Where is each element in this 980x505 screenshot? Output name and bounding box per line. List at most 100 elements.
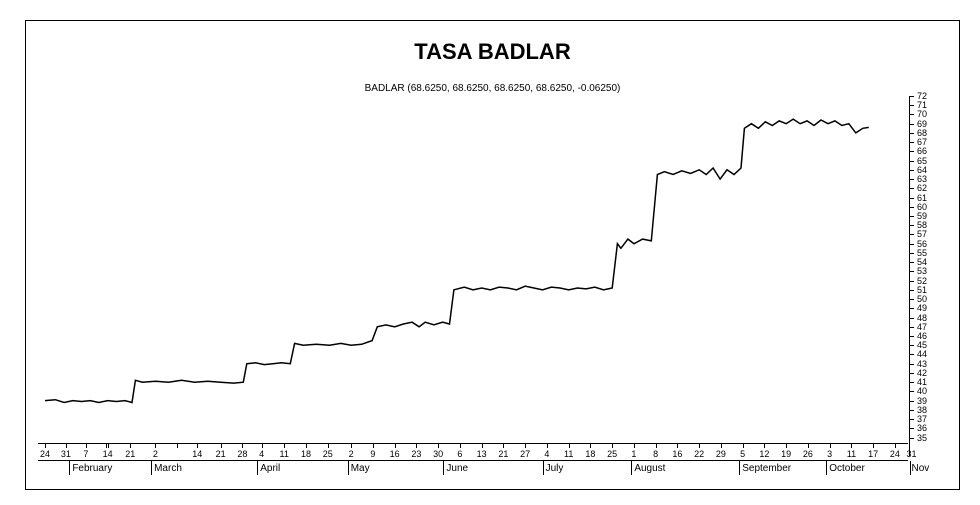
xtick-mark — [130, 443, 131, 448]
xtick-day-label: 25 — [607, 449, 617, 459]
ytick-mark — [909, 262, 914, 263]
xtick-day-label: 19 — [781, 449, 791, 459]
ytick-label: 61 — [917, 193, 927, 203]
xmonth-divider — [348, 461, 349, 475]
xtick-day-label: 2 — [153, 449, 158, 459]
xtick-mark — [373, 443, 374, 448]
xtick-day-label: 3 — [827, 449, 832, 459]
ytick-label: 69 — [917, 119, 927, 129]
xtick-day-label: 11 — [280, 449, 289, 459]
xtick-day-label: 17 — [868, 449, 878, 459]
chart-title: TASA BADLAR — [26, 39, 959, 65]
xtick-mark — [242, 443, 243, 448]
xtick-mark — [895, 443, 896, 448]
xtick-day-label: 24 — [890, 449, 900, 459]
ytick-label: 52 — [917, 276, 927, 286]
ytick-mark — [909, 354, 914, 355]
xtick-day-label: 31 — [906, 449, 916, 459]
xtick-mark — [328, 443, 329, 448]
x-axis: 2431714212142128411182529162330613212741… — [38, 443, 908, 481]
xtick-mark — [262, 443, 263, 448]
ytick-label: 57 — [917, 229, 927, 239]
ytick-label: 66 — [917, 146, 927, 156]
xtick-mark — [395, 443, 396, 448]
ytick-label: 58 — [917, 220, 927, 230]
xtick-mark — [699, 443, 700, 448]
xtick-mark — [177, 443, 178, 448]
xtick-mark — [656, 443, 657, 448]
xtick-mark — [634, 443, 635, 448]
ytick-label: 48 — [917, 313, 927, 323]
ytick-mark — [909, 336, 914, 337]
ytick-mark — [909, 188, 914, 189]
xtick-day-label: 5 — [740, 449, 745, 459]
ytick-label: 51 — [917, 285, 927, 295]
ytick-mark — [909, 170, 914, 171]
xmonth-divider — [543, 461, 544, 475]
ytick-mark — [909, 216, 914, 217]
xtick-mark — [108, 443, 109, 448]
xtick-mark — [197, 443, 198, 448]
ytick-label: 56 — [917, 239, 927, 249]
ytick-label: 36 — [917, 423, 927, 433]
ytick-mark — [909, 327, 914, 328]
xtick-month-label: July — [546, 463, 564, 474]
ytick-mark — [909, 244, 914, 245]
ytick-mark — [909, 225, 914, 226]
xtick-day-label: 21 — [498, 449, 508, 459]
xtick-month-label: September — [742, 463, 791, 474]
ytick-label: 38 — [917, 405, 927, 415]
xtick-day-label: 11 — [847, 449, 856, 459]
xtick-day-label: 21 — [125, 449, 135, 459]
xtick-mark — [677, 443, 678, 448]
ytick-label: 70 — [917, 109, 927, 119]
ytick-label: 45 — [917, 340, 927, 350]
ytick-label: 42 — [917, 368, 927, 378]
xtick-mark — [721, 443, 722, 448]
xtick-mark — [438, 443, 439, 448]
ytick-mark — [909, 234, 914, 235]
ytick-label: 60 — [917, 202, 927, 212]
xtick-day-label: 4 — [544, 449, 549, 459]
xtick-mark — [612, 443, 613, 448]
xtick-day-label: 22 — [694, 449, 704, 459]
ytick-mark — [909, 179, 914, 180]
xtick-mark — [221, 443, 222, 448]
xmonth-divider — [69, 461, 70, 475]
ytick-mark — [909, 438, 914, 439]
xtick-day-label: 21 — [216, 449, 226, 459]
ytick-mark — [909, 299, 914, 300]
xmonth-divider — [443, 461, 444, 475]
xtick-day-label: 26 — [803, 449, 813, 459]
ytick-mark — [909, 345, 914, 346]
ytick-label: 47 — [917, 322, 927, 332]
xtick-day-label: 8 — [653, 449, 658, 459]
ytick-mark — [909, 198, 914, 199]
xtick-day-label: 7 — [83, 449, 88, 459]
ytick-mark — [909, 419, 914, 420]
xtick-mark — [351, 443, 352, 448]
ytick-mark — [909, 281, 914, 282]
xtick-mark — [764, 443, 765, 448]
ytick-mark — [909, 308, 914, 309]
ytick-mark — [909, 161, 914, 162]
ytick-mark — [909, 290, 914, 291]
ytick-label: 37 — [917, 414, 927, 424]
xtick-day-label: 16 — [672, 449, 682, 459]
ytick-mark — [909, 253, 914, 254]
xmonth-divider — [631, 461, 632, 475]
xmonth-divider — [739, 461, 740, 475]
xmonth-divider — [826, 461, 827, 475]
ytick-label: 72 — [917, 91, 927, 101]
xtick-mark — [743, 443, 744, 448]
line-series — [38, 96, 908, 456]
xtick-day-label: 14 — [192, 449, 202, 459]
xmonth-divider — [151, 461, 152, 475]
xtick-mark — [284, 443, 285, 448]
plot-area — [38, 96, 908, 456]
ytick-label: 54 — [917, 257, 927, 267]
ytick-mark — [909, 391, 914, 392]
ytick-mark — [909, 373, 914, 374]
xtick-day-label: 13 — [477, 449, 487, 459]
xtick-day-label: 1 — [631, 449, 636, 459]
